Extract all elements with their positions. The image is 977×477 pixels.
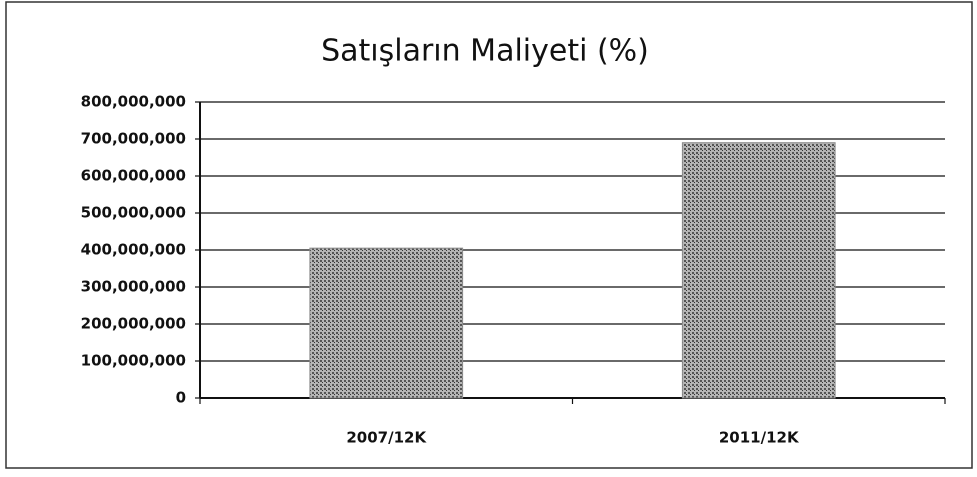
y-tick-label: 800,000,000: [81, 93, 186, 111]
y-tick-label: 600,000,000: [81, 167, 186, 185]
y-tick-label: 200,000,000: [81, 315, 186, 333]
y-tick-label: 400,000,000: [81, 241, 186, 259]
y-tick-label: 100,000,000: [81, 352, 186, 370]
x-tick-label: 2007/12K: [346, 429, 427, 447]
y-tick-label: 300,000,000: [81, 278, 186, 296]
x-tick-label: 2011/12K: [719, 429, 800, 447]
chart-title: Satışların Maliyeti (%): [321, 34, 649, 69]
y-tick-label: 500,000,000: [81, 204, 186, 222]
y-tick-label: 700,000,000: [81, 130, 186, 148]
bar: [681, 142, 836, 399]
bar: [309, 247, 464, 399]
y-tick-label: 0: [176, 389, 186, 407]
